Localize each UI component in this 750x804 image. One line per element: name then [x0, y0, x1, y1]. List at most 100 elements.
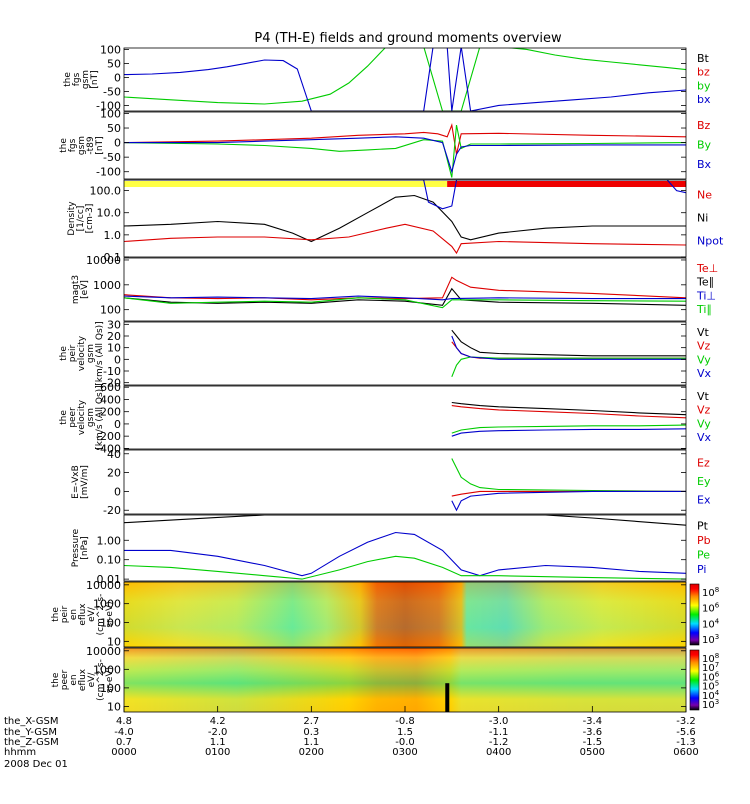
y-tick-label: 10.0 [97, 207, 122, 220]
y-axis-label: [cm-3] [85, 204, 95, 234]
series-line [451, 405, 686, 419]
series-line [451, 490, 686, 512]
y-axis-label: E=-VxB [71, 465, 81, 499]
series-line [451, 458, 686, 492]
series-group [124, 515, 686, 580]
colorbar-tick-exponent: 5 [715, 680, 719, 688]
y-tick-label: 0.1 [104, 251, 122, 264]
y-tick-label: 0.01 [97, 573, 122, 586]
y-tick-label: -50 [103, 85, 121, 98]
y-tick-label: 0 [114, 418, 121, 431]
panel-frame [123, 47, 687, 112]
y-tick-label: 400 [100, 393, 121, 406]
y-axis-label: peer [68, 407, 78, 428]
series-line [124, 276, 686, 301]
legend-entry: Pt [697, 519, 709, 532]
x-axis-row-value: 0.3 [303, 727, 319, 738]
y-tick-label: -100 [96, 166, 121, 179]
colorbar-tick-exponent: 7 [715, 661, 719, 669]
y-axis-label: eflux [78, 603, 88, 626]
x-axis-row-value: 0200 [299, 747, 324, 758]
y-axis-label: en [69, 609, 79, 620]
panel-fgs_t89: 100 50 0-50 -100 the fgs gsm -t89 [nT] Bz By Bx [59, 107, 712, 180]
colorbar-tick-base: 10 [702, 604, 715, 615]
x-axis-row-value: -3.0 [489, 716, 509, 727]
x-axis-row-value: 0600 [673, 747, 698, 758]
legend-entry: By [697, 139, 712, 152]
y-tick-label: -50 [103, 151, 121, 164]
y-axis-label: Density [67, 201, 77, 236]
x-axis-row-value: 1.1 [303, 737, 319, 748]
x-axis-row-label: the_Z-GSM [4, 737, 59, 748]
series-line [124, 515, 686, 526]
y-axis-label: [nT] [90, 70, 100, 88]
y-axis-label: the [51, 607, 61, 622]
legend-entry: Ne [697, 189, 712, 202]
series-line [124, 531, 686, 577]
x-axis-row-value: 4.2 [210, 716, 226, 727]
x-axis-row-value: 0500 [580, 747, 605, 758]
x-axis-row-value: -1.3 [676, 737, 696, 748]
legend-entry: Vx [697, 431, 712, 444]
x-axis-date: 2008 Dec 01 [4, 759, 68, 770]
x-axis-row-value: -1.1 [489, 727, 509, 738]
y-axis-label: [nT] [95, 136, 105, 154]
spectrogram-gap-mark [445, 683, 450, 712]
y-tick-label: 1000 [93, 663, 121, 676]
y-tick-label: 10000 [86, 645, 121, 658]
y-tick-label: 200 [100, 406, 121, 419]
y-tick-label: 20 [107, 467, 121, 480]
series-line [451, 428, 686, 437]
y-tick-label: 10000 [86, 579, 121, 592]
y-axis-label: gsm [86, 408, 96, 427]
y-axis-label: [eV] [80, 280, 90, 299]
x-axis-row-value: -4.0 [114, 727, 134, 738]
x-axis-row-value: 0100 [205, 747, 230, 758]
y-tick-label: 10 [107, 700, 121, 713]
y-axis-label: the [63, 72, 73, 87]
y-axis-label: peer [60, 669, 70, 690]
y-tick-label: 50 [107, 122, 121, 135]
x-axis-row-value: 0000 [111, 747, 136, 758]
series-line [124, 180, 686, 210]
legend-entry: Npot [697, 235, 724, 248]
series-group [124, 180, 686, 255]
y-tick-label: 100 [100, 304, 121, 317]
y-axis-label: sr-eV) [105, 667, 115, 693]
y-tick-label: 0 [114, 485, 121, 498]
colorbar-tick-base: 10 [702, 635, 715, 646]
panel-frame [123, 179, 687, 258]
colorbar-tick-base: 10 [702, 588, 715, 599]
colorbar-tick-base: 10 [702, 691, 715, 702]
panel-frame [123, 257, 687, 322]
y-tick-label: 0.10 [97, 554, 122, 567]
legend-entry: Pe [697, 548, 710, 561]
x-axis-row-value: -3.2 [676, 716, 696, 727]
legend-entry: Pi [697, 563, 706, 576]
colorbar-tick-base: 10 [702, 700, 715, 711]
y-tick-label: 1.0 [104, 229, 122, 242]
series-line [124, 287, 686, 306]
y-axis-label: -t89 [86, 136, 96, 155]
series-line [451, 424, 686, 434]
x-axis-row-value: 2.7 [303, 716, 319, 727]
y-axis-label: the [59, 346, 69, 361]
legend-entry: Vz [697, 340, 711, 353]
y-axis-label: sr-eV) [105, 601, 115, 627]
colorbar-tick-exponent: 4 [715, 617, 720, 625]
colorbar-tick-base: 10 [702, 619, 715, 630]
x-axis-row-value: 0.7 [116, 737, 132, 748]
legend-entry: Ex [697, 494, 711, 507]
panel-frame [123, 321, 687, 386]
x-axis-row-value: -0.8 [395, 716, 415, 727]
series-line [124, 297, 686, 309]
series-line [124, 194, 686, 243]
legend-entry: Bt [697, 52, 710, 65]
panel-e_field: 40 20 0 -20 E=-VxB [mV/m] Ez Ey Ex [71, 448, 711, 517]
colorbar-tick-exponent: 6 [715, 602, 720, 610]
x-axis-row-value: -1.2 [489, 737, 509, 748]
